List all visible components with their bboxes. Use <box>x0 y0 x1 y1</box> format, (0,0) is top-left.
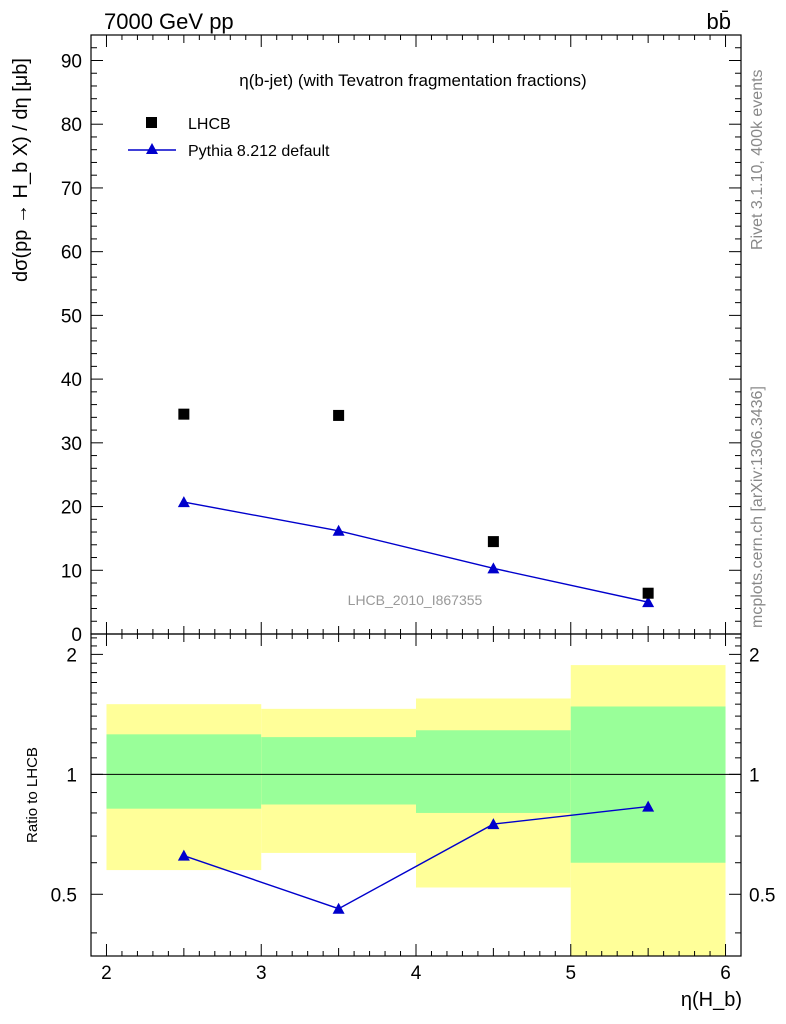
legend-pythia-label: Pythia 8.212 default <box>188 143 330 160</box>
main-y-axis-label: dσ(pp → H_b X) / dη [μb] <box>10 58 32 282</box>
ratio-y-tick-label: 2 <box>66 645 77 666</box>
x-tick-label: 3 <box>256 963 267 984</box>
legend: LHCB Pythia 8.212 default <box>128 116 330 160</box>
main-y-tick-label: 40 <box>61 370 82 391</box>
x-tick-label: 2 <box>101 963 112 984</box>
ratio-y-tick-label-right: 2 <box>749 645 760 666</box>
pythia-point <box>642 596 655 608</box>
main-y-tick-label: 80 <box>61 115 82 136</box>
lhcb-point <box>487 536 499 548</box>
ratio-series-layer <box>91 773 741 914</box>
main-axes: 0 10 20 30 40 50 60 70 80 90 <box>61 34 742 646</box>
ratio-line <box>183 805 649 910</box>
ratio-y-tick-label-right: 1 <box>749 765 760 786</box>
main-y-tick-label: 70 <box>61 179 82 200</box>
ratio-axes: 0.5 0.5 1 1 2 2 2 3 4 5 6 <box>51 633 775 984</box>
inner-band <box>261 737 416 805</box>
watermark: LHCB_2010_I867355 <box>348 592 483 608</box>
ratio-panel: Ratio to LHCB η(H_b) 0.5 0.5 1 1 2 2 2 3 4 5 6 <box>24 633 775 1011</box>
process-label: bb̄ <box>707 9 731 34</box>
main-y-tick-label: 10 <box>61 561 82 582</box>
main-series-layer <box>177 408 655 608</box>
ratio-y-tick-label-right: 0.5 <box>749 885 775 906</box>
legend-lhcb-label: LHCB <box>188 116 231 133</box>
ratio-y-tick-label: 0.5 <box>51 885 77 906</box>
legend-lhcb-marker <box>146 117 157 128</box>
pythia-point <box>332 524 345 536</box>
x-axis-label: η(H_b) <box>681 989 742 1011</box>
main-y-tick-label: 20 <box>61 498 82 519</box>
ratio-y-tick-label: 1 <box>66 765 77 786</box>
x-tick-label: 5 <box>565 963 576 984</box>
ratio-frame <box>90 633 742 957</box>
ratio-point <box>332 902 345 914</box>
main-y-tick-label: 30 <box>61 434 82 455</box>
legend-pythia-marker <box>146 143 158 154</box>
pythia-point <box>177 496 190 508</box>
main-y-tick-label: 60 <box>61 243 82 264</box>
lhcb-point <box>642 587 654 599</box>
main-y-tick-label: 90 <box>61 51 82 72</box>
site-label: mcplots.cern.ch [arXiv:1306.3436] <box>749 386 766 628</box>
lhcb-point <box>178 408 190 420</box>
pythia-line <box>183 501 649 603</box>
main-y-tick-label: 50 <box>61 306 82 327</box>
x-tick-label: 6 <box>720 963 731 984</box>
ratio-point <box>487 818 500 830</box>
x-tick-label: 4 <box>411 963 422 984</box>
inner-band <box>106 734 262 809</box>
inner-band <box>570 706 726 863</box>
pythia-point <box>487 562 500 574</box>
main-panel: η(b-jet) (with Tevatron fragmentation fr… <box>10 34 742 646</box>
main-y-tick-label: 0 <box>71 625 82 646</box>
inner-band <box>416 730 571 813</box>
main-title: η(b-jet) (with Tevatron fragmentation fr… <box>239 71 586 90</box>
ratio-point <box>642 800 655 812</box>
uncertainty-bands <box>106 665 726 956</box>
lhcb-point <box>333 409 345 421</box>
ratio-point <box>177 849 190 861</box>
energy-label: 7000 GeV pp <box>104 9 234 34</box>
rivet-label: Rivet 3.1.10, 400k events <box>749 69 766 250</box>
ratio-y-axis-label: Ratio to LHCB <box>24 747 41 843</box>
